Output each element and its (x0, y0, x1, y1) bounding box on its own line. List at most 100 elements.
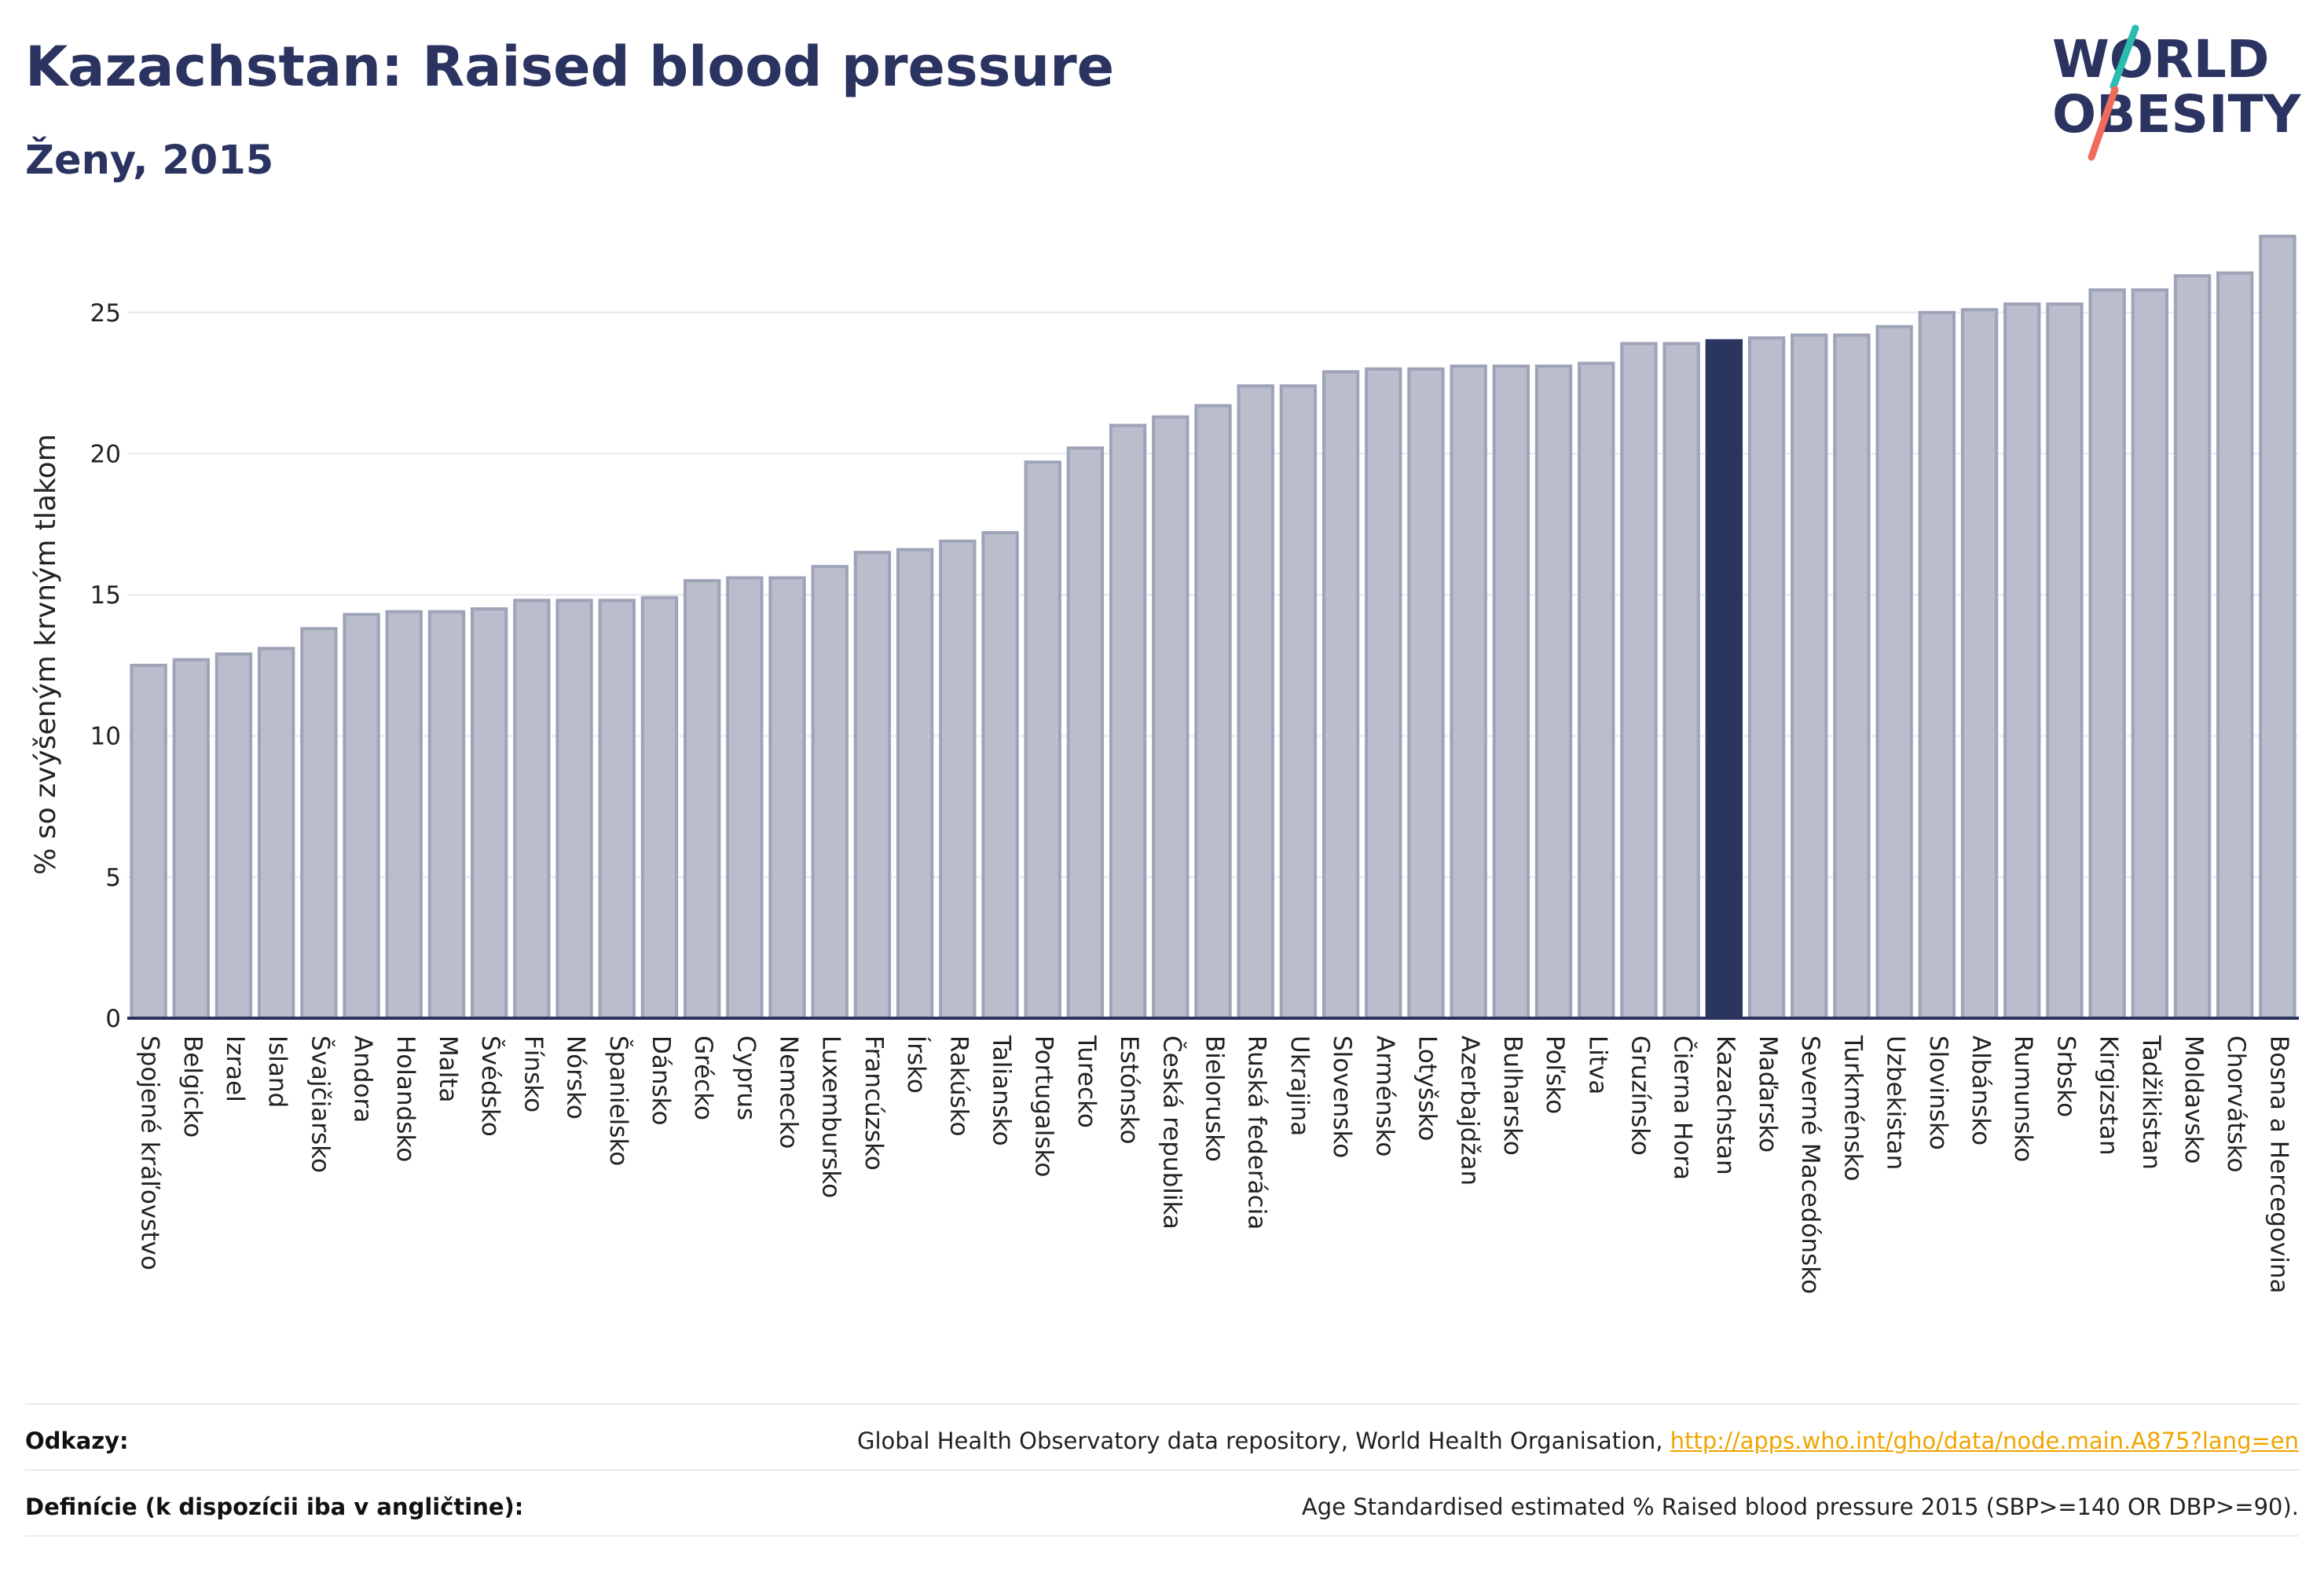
bar (2173, 274, 2212, 1021)
bar (2088, 288, 2126, 1020)
logo-slash-coral (2088, 86, 2119, 161)
x-tick-label: Ruská federácia (1243, 1035, 1271, 1230)
bar (385, 610, 423, 1020)
y-tick-label: 20 (90, 440, 121, 468)
bar (2216, 271, 2254, 1020)
x-tick-label: Ukrajina (1285, 1035, 1314, 1136)
footer-references: Odkazy: Global Health Observatory data r… (25, 1413, 2299, 1469)
bar-highlight (1705, 339, 1743, 1020)
x-tick-label: Srbsko (2051, 1035, 2080, 1117)
bar (1024, 460, 1061, 1020)
x-tick-label: Bosna a Hercegovina (2264, 1035, 2293, 1294)
x-tick-label: Izrael (221, 1035, 249, 1102)
y-tick-label: 5 (105, 863, 121, 892)
world-obesity-logo: WORLD OBESITY (2052, 24, 2302, 161)
x-tick-label: Turecko (1072, 1035, 1101, 1128)
bar (811, 565, 849, 1020)
x-tick-label: Malta (434, 1035, 462, 1103)
x-tick-label: Spojené kráľovstvo (136, 1035, 164, 1270)
x-tick-label: Estónsko (1115, 1035, 1143, 1144)
bar (768, 576, 806, 1020)
bar (1492, 365, 1530, 1020)
bar (130, 663, 167, 1021)
definitions-label: Definície (k dispozícii iba v angličtine… (25, 1494, 524, 1520)
x-tick-label: Azerbajdžan (1456, 1035, 1484, 1186)
y-tick-label: 15 (90, 581, 121, 610)
bar (1450, 365, 1487, 1020)
x-tick-label: Luxembursko (817, 1035, 845, 1198)
bar (726, 576, 764, 1020)
bar (2003, 302, 2041, 1020)
x-tick-label: Severné Macedónsko (1796, 1035, 1824, 1294)
x-tick-label: Francúzsko (860, 1035, 888, 1171)
footer-definitions: Definície (k dispozícii iba v angličtine… (25, 1479, 2299, 1535)
bar (427, 610, 466, 1020)
x-tick-label: Maďarsko (1754, 1035, 1782, 1153)
x-tick-label: Island (263, 1035, 291, 1108)
x-tick-label: Španielsko (604, 1035, 633, 1166)
bar (1662, 342, 1700, 1020)
x-tick-label: Bielorusko (1200, 1035, 1229, 1162)
x-tick-labels: Spojené kráľovstvo Belgicko Izrael Island Šv… (136, 1035, 2293, 1294)
logo-line1: WORLD (2052, 29, 2270, 90)
bar (683, 579, 721, 1020)
x-tick-label: Čierna Hora (1669, 1035, 1698, 1180)
x-tick-label: Litva (1583, 1035, 1611, 1094)
references-label: Odkazy: (25, 1428, 129, 1454)
bar (1960, 308, 1999, 1020)
x-tick-label: Kazachstan (1711, 1035, 1739, 1175)
x-tick-label: Rumunsko (2009, 1035, 2037, 1162)
x-tick-label: Taliansko (988, 1035, 1016, 1146)
bar (258, 647, 295, 1020)
footer-divider-mid (25, 1469, 2299, 1471)
references-text: Global Health Observatory data repositor… (856, 1428, 1670, 1454)
x-tick-label: Rakúsko (944, 1035, 973, 1136)
x-tick-label: Arménsko (1370, 1035, 1398, 1156)
bar (1237, 384, 1274, 1020)
references-text-wrap: Global Health Observatory data repositor… (857, 1428, 2299, 1454)
x-tick-label: Grécko (689, 1035, 717, 1120)
bar (1578, 361, 1615, 1020)
x-tick-label: Írsko (902, 1035, 930, 1094)
x-tick-label: Gruzínsko (1626, 1035, 1654, 1156)
y-tick-label: 0 (105, 1005, 121, 1033)
y-tick-label: 25 (90, 299, 121, 328)
bar (343, 613, 380, 1020)
x-tick-label: Turkménsko (1838, 1035, 1867, 1181)
x-tick-label: Kirgizstan (2095, 1035, 2123, 1156)
definitions-text: Age Standardised estimated % Raised bloo… (1301, 1494, 2299, 1520)
bar (1109, 423, 1147, 1020)
x-tick-label: Cyprus (731, 1035, 760, 1120)
bar (1875, 324, 1913, 1020)
x-tick-label: Slovinsko (1924, 1035, 1952, 1150)
x-tick-label: Česká republika (1157, 1035, 1186, 1230)
bar (598, 599, 636, 1020)
bar (1407, 367, 1445, 1020)
x-tick-label: Belgicko (178, 1035, 207, 1138)
logo-line2: OBESITY (2052, 84, 2302, 145)
bar (1918, 310, 1956, 1020)
bar (1747, 336, 1786, 1021)
bar (1791, 333, 1828, 1020)
x-tick-label: Lotyšsko (1413, 1035, 1441, 1141)
x-tick-label: Tadžikistan (2137, 1035, 2165, 1170)
bar (2259, 234, 2297, 1020)
x-tick-label: Moldavsko (2179, 1035, 2208, 1164)
bar (2131, 288, 2168, 1020)
bar (513, 599, 551, 1020)
x-tick-label: Švajčiarsko (306, 1035, 335, 1173)
x-tick-label: Fínsko (519, 1035, 547, 1112)
bar (853, 551, 892, 1020)
bar (981, 531, 1019, 1020)
bar (470, 607, 508, 1020)
x-tick-label: Švédsko (476, 1035, 505, 1137)
bar (172, 658, 210, 1020)
logo-slash-teal (2110, 24, 2139, 90)
references-link[interactable]: http://apps.who.int/gho/data/node.main.A… (1670, 1428, 2299, 1454)
bar (939, 539, 977, 1020)
x-tick-label: Poľsko (1541, 1035, 1569, 1114)
bar (896, 548, 934, 1020)
bar (1194, 404, 1232, 1020)
bars (130, 234, 2297, 1021)
x-tick-label: Uzbekistan (1882, 1035, 1910, 1170)
